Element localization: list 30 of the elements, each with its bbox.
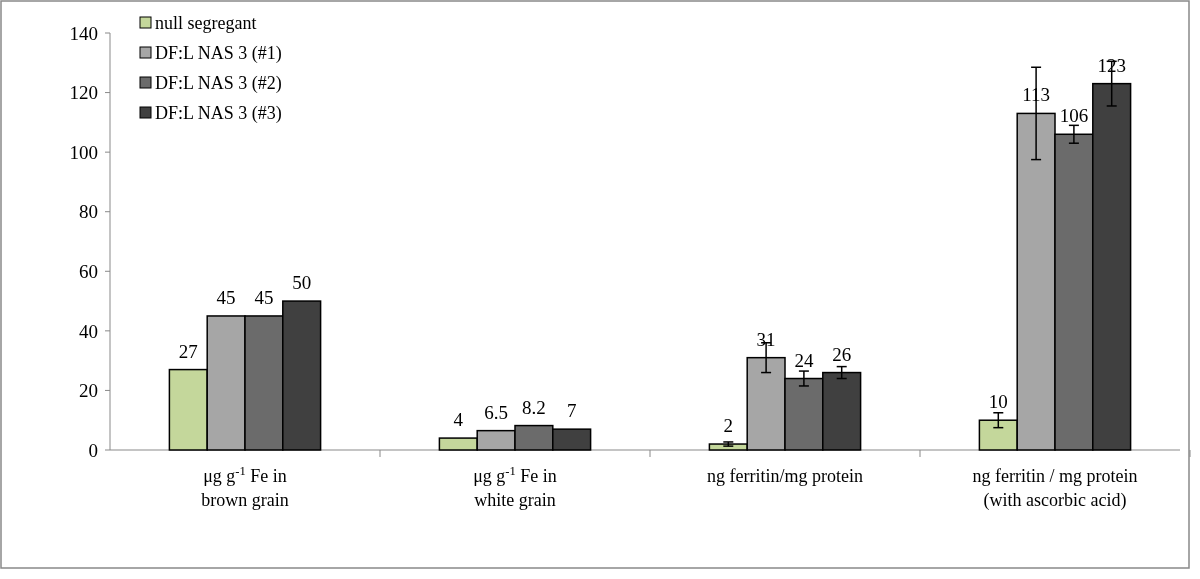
- x-tick-label: μg g$^{-1}$ Fe in brown grain: [201, 464, 289, 510]
- y-tick-label: 40: [79, 320, 98, 342]
- legend-label: null segregant: [155, 13, 257, 34]
- legend-label: DF:L NAS 3 (#1): [155, 43, 282, 65]
- y-tick-label: 60: [79, 260, 98, 282]
- legend-label: DF:L NAS 3 (#3): [155, 103, 282, 125]
- data-label: 31: [756, 328, 776, 350]
- data-label: 10: [988, 391, 1008, 413]
- data-label: 26: [832, 343, 852, 365]
- data-label: 106: [1059, 105, 1089, 127]
- data-label: 6.5: [484, 401, 508, 423]
- data-label: 27: [178, 340, 198, 362]
- x-tick-label: ng ferritin/mg protein: [707, 466, 863, 486]
- y-tick-label: 80: [79, 201, 98, 223]
- data-label: 2: [723, 415, 734, 437]
- data-label: 8.2: [522, 396, 546, 418]
- data-label: 50: [292, 272, 312, 294]
- data-label: 24: [794, 349, 814, 371]
- x-tick-label: μg g$^{-1}$ Fe in white grain: [473, 464, 557, 510]
- data-label: 45: [216, 286, 236, 308]
- y-tick-label: 20: [79, 380, 98, 402]
- y-tick-label: 100: [69, 141, 98, 163]
- y-tick-label: 0: [88, 439, 98, 461]
- y-tick-label: 140: [69, 22, 98, 44]
- y-tick-label: 120: [69, 82, 98, 104]
- x-tick-label: ng ferritin / mg protein (with ascorbic acid): [972, 466, 1138, 511]
- data-label: 45: [254, 286, 274, 308]
- legend-label: DF:L NAS 3 (#2): [155, 73, 282, 95]
- data-label: 4: [453, 409, 464, 431]
- data-label: 7: [566, 400, 577, 422]
